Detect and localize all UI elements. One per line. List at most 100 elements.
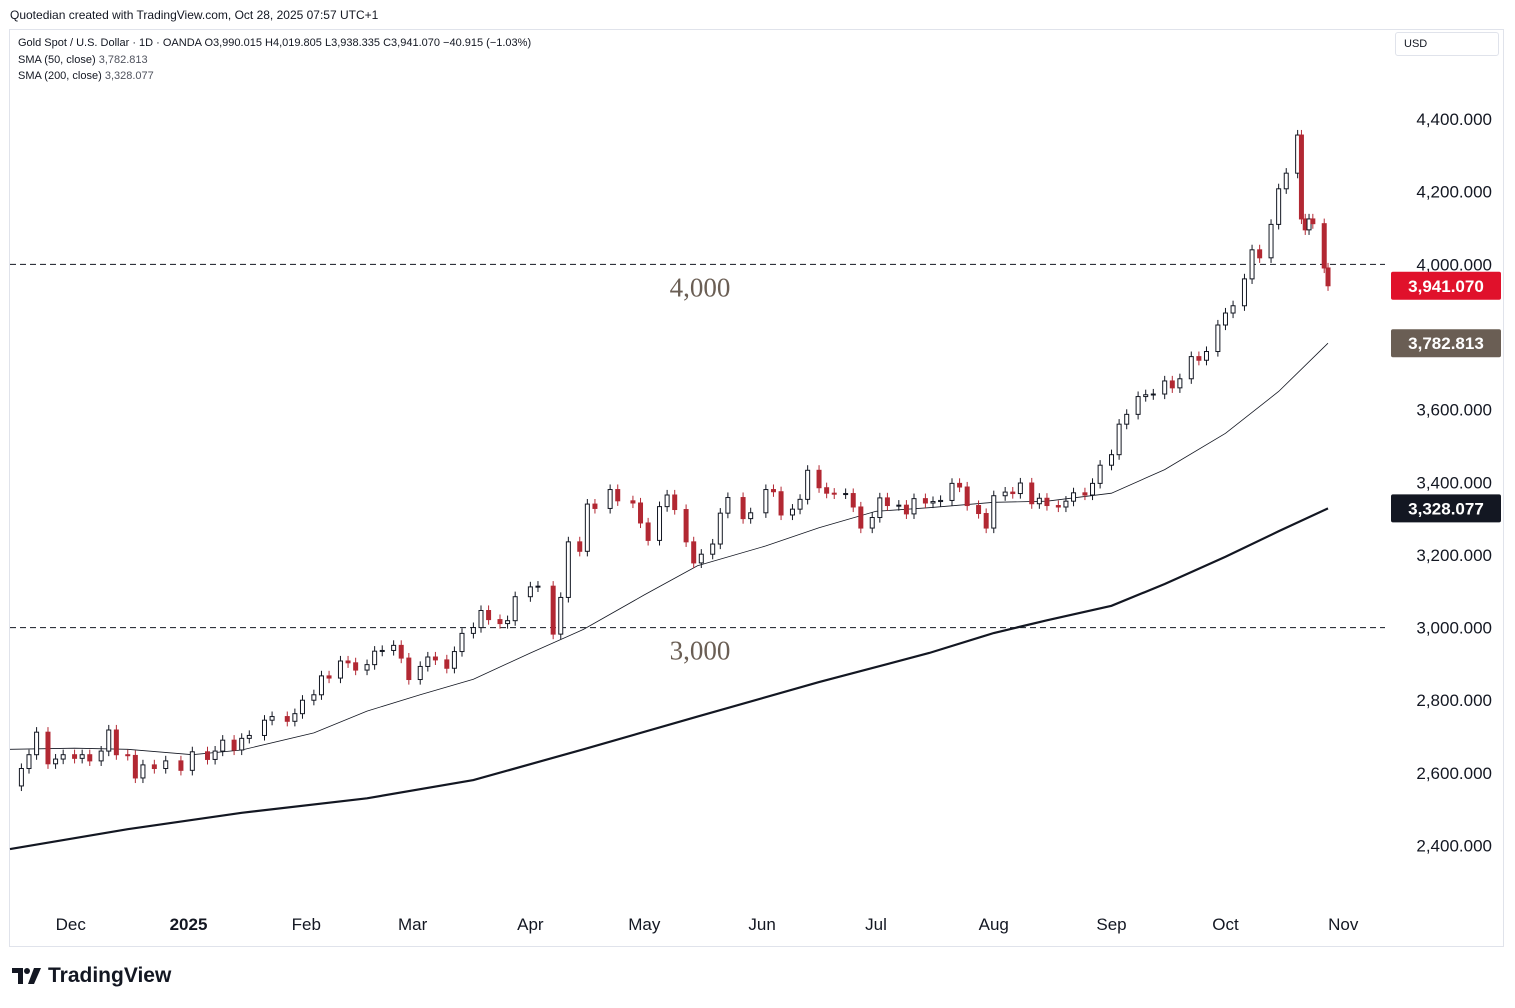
candle-body (512, 596, 518, 622)
candle-body (125, 754, 131, 757)
candle-body (896, 504, 902, 507)
candle-body (824, 487, 830, 494)
candle-body (778, 491, 784, 516)
candle-body (45, 731, 51, 765)
x-tick-label: Aug (979, 915, 1009, 934)
candle-body (246, 734, 252, 739)
legend-sma200-label: SMA (200, close) (18, 70, 102, 82)
candle-body (615, 489, 621, 502)
candle-body (698, 553, 704, 564)
candle-body (683, 509, 689, 543)
candle-body (406, 657, 412, 681)
candle-body (664, 494, 670, 508)
candle-body (725, 497, 731, 514)
candle-body (60, 754, 66, 760)
legend-sma200-value: 3,328.077 (104, 70, 154, 82)
candle-body (1249, 249, 1255, 280)
candle-body (231, 739, 237, 751)
sma200-tag-bg (1391, 494, 1501, 523)
candle-body (26, 754, 32, 770)
candle-body (1241, 278, 1247, 307)
candle-body (748, 512, 754, 520)
candle-body (1276, 188, 1282, 225)
y-tick-label: 2,400.000 (1416, 837, 1492, 856)
tradingview-logo[interactable]: TradingView (12, 964, 171, 988)
candle-body (877, 497, 883, 519)
candle-body (364, 664, 370, 671)
candle-body (584, 503, 590, 552)
level-label-4000: 4,000 (670, 272, 731, 302)
x-tick-label: Sep (1096, 915, 1126, 934)
chart-frame[interactable] (9, 29, 1504, 947)
legend-sma50-label: SMA (50, close) (18, 53, 96, 66)
candle-body (630, 500, 636, 504)
last-price-tag: 3,941.070 (1408, 277, 1484, 296)
candle-body (1135, 396, 1141, 415)
candle-body (657, 506, 663, 541)
candle-body (1306, 218, 1312, 231)
candle-body (691, 541, 697, 564)
candle-body (53, 758, 59, 765)
legend-open: O3,990.015 (204, 37, 262, 49)
candle-body (983, 513, 989, 529)
y-tick-label: 2,600.000 (1416, 764, 1492, 783)
candle-body (843, 493, 849, 496)
candle-body (789, 508, 795, 516)
candle-body (1097, 464, 1103, 484)
candle-body (577, 541, 583, 552)
y-tick-label: 2,800.000 (1416, 691, 1492, 710)
candle-body (220, 739, 226, 752)
sma50-tag: 3,782.813 (1408, 334, 1484, 353)
y-tick-label: 3,600.000 (1416, 401, 1492, 420)
candle-body (717, 512, 723, 545)
tradingview-logo-text: TradingView (48, 964, 172, 987)
x-tick-label: Apr (517, 915, 544, 934)
candle-body (1063, 500, 1069, 508)
candle-body (957, 482, 963, 488)
candle-body (550, 585, 556, 635)
candle-body (858, 506, 864, 529)
candle-body (478, 610, 484, 629)
candle-body (1325, 267, 1331, 287)
candle-body (831, 492, 837, 495)
y-tick-label: 3,200.000 (1416, 546, 1492, 565)
candle-body (645, 522, 651, 541)
candle-body (558, 596, 564, 635)
candle-body (1010, 491, 1016, 495)
legend-high: H4,019.805 (265, 37, 322, 49)
legend-close: C3,941.070 (383, 37, 440, 49)
candle-body (1116, 423, 1122, 456)
candle-body (299, 699, 305, 715)
currency-selector[interactable]: USD (1395, 32, 1499, 56)
candle-body (261, 719, 267, 736)
candle-body (140, 764, 146, 779)
legend-sma200-row[interactable]: SMA (200, close) 3,328.077 (18, 68, 531, 85)
chart-legend: Gold Spot / U.S. Dollar · 1D · OANDA O3,… (18, 35, 531, 85)
candle-body (1196, 356, 1202, 361)
candle-body (1222, 312, 1228, 326)
legend-sma50-value: 3,782.813 (98, 53, 148, 66)
candle-body (1310, 218, 1316, 225)
candle-body (710, 543, 716, 555)
candle-body (337, 660, 343, 679)
x-tick-label: Mar (398, 915, 428, 934)
y-tick-label: 4,200.000 (1416, 183, 1492, 202)
y-tick-label: 3,000.000 (1416, 619, 1492, 638)
candle-body (239, 737, 245, 751)
candle-body (417, 665, 423, 681)
legend-sma50-row[interactable]: SMA (50, close) 3,782.813 (18, 52, 531, 69)
candle-body (151, 764, 157, 770)
candle-body (398, 644, 404, 659)
candle-body (178, 760, 184, 771)
legend-symbol-row: Gold Spot / U.S. Dollar · 1D · OANDA O3,… (18, 35, 531, 52)
candle-body (113, 729, 119, 756)
candle-body (106, 729, 112, 752)
candle-body (740, 497, 746, 520)
legend-symbol[interactable]: Gold Spot / U.S. Dollar · 1D · OANDA (18, 37, 202, 49)
candle-body (1230, 305, 1236, 314)
candle-body (345, 660, 351, 664)
candle-body (497, 619, 503, 625)
candle-body (470, 627, 476, 634)
candle-body (1143, 394, 1149, 398)
